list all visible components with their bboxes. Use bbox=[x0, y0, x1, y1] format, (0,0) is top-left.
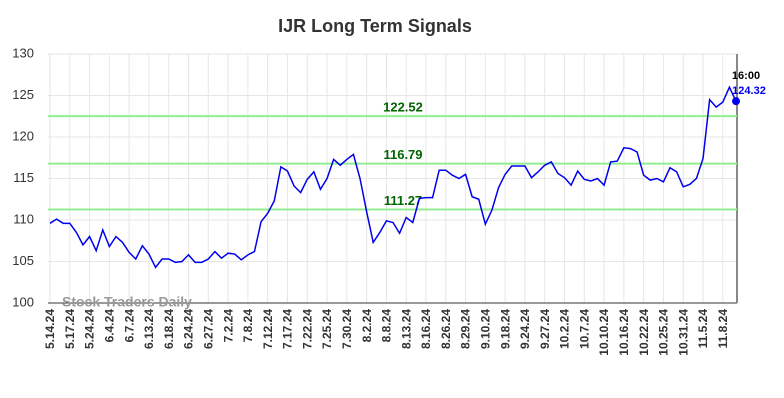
y-tick-label: 115 bbox=[13, 170, 34, 185]
x-tick-label: 7.25.24 bbox=[320, 309, 334, 349]
x-tick-label: 8.8.24 bbox=[380, 309, 394, 343]
x-tick-label: 8.13.24 bbox=[399, 309, 413, 349]
last-value: 124.32 bbox=[732, 85, 766, 97]
x-tick-label: 6.7.24 bbox=[122, 309, 136, 343]
x-tick-label: 6.27.24 bbox=[201, 309, 215, 349]
x-tick-label: 5.24.24 bbox=[83, 309, 97, 349]
x-tick-label: 9.24.24 bbox=[518, 309, 532, 349]
x-tick-label: 7.8.24 bbox=[241, 309, 255, 343]
last-point bbox=[732, 97, 740, 106]
x-tick-label: 11.5.24 bbox=[696, 309, 710, 349]
x-tick-label: 8.26.24 bbox=[439, 309, 453, 349]
y-tick-label: 105 bbox=[12, 253, 34, 268]
x-tick-label: 11.8.24 bbox=[716, 309, 730, 349]
x-tick-label: 10.25.24 bbox=[657, 309, 671, 356]
x-tick-label: 7.2.24 bbox=[221, 309, 235, 343]
watermark: Stock Traders Daily bbox=[62, 294, 192, 310]
y-tick-label: 130 bbox=[12, 45, 34, 60]
x-tick-label: 7.12.24 bbox=[261, 309, 275, 349]
x-tick-label: 7.30.24 bbox=[340, 309, 354, 349]
x-tick-label: 5.14.24 bbox=[43, 309, 57, 349]
x-tick-label: 10.31.24 bbox=[676, 309, 690, 356]
chart-title: IJR Long Term Signals bbox=[278, 16, 472, 36]
x-tick-label: 5.17.24 bbox=[63, 309, 77, 349]
last-time: 16:00 bbox=[732, 70, 760, 82]
x-tick-label: 8.29.24 bbox=[459, 309, 473, 349]
x-tick-label: 8.2.24 bbox=[360, 309, 374, 343]
signal-label: 122.52 bbox=[383, 100, 423, 115]
x-tick-label: 8.16.24 bbox=[419, 309, 433, 349]
x-tick-label: 9.10.24 bbox=[479, 309, 493, 349]
x-tick-label: 10.22.24 bbox=[637, 309, 651, 356]
x-tick-label: 6.4.24 bbox=[103, 309, 117, 343]
signal-label: 111.27 bbox=[384, 193, 422, 208]
x-tick-label: 7.17.24 bbox=[281, 309, 295, 349]
y-tick-label: 110 bbox=[13, 211, 34, 226]
x-tick-label: 10.7.24 bbox=[577, 309, 591, 349]
y-tick-label: 100 bbox=[12, 294, 34, 309]
y-tick-label: 125 bbox=[12, 87, 34, 102]
x-tick-label: 10.2.24 bbox=[558, 309, 572, 349]
y-tick-label: 120 bbox=[12, 128, 34, 143]
signal-label: 116.79 bbox=[383, 147, 422, 162]
x-tick-label: 7.22.24 bbox=[300, 309, 314, 349]
x-tick-label: 9.27.24 bbox=[538, 309, 552, 349]
x-tick-label: 6.18.24 bbox=[162, 309, 176, 349]
x-tick-label: 9.18.24 bbox=[498, 309, 512, 349]
price-line bbox=[49, 85, 737, 269]
x-tick-label: 6.13.24 bbox=[142, 309, 156, 349]
x-tick-label: 6.24.24 bbox=[182, 309, 196, 349]
x-tick-label: 10.10.24 bbox=[597, 309, 611, 356]
x-tick-label: 10.16.24 bbox=[617, 309, 631, 356]
